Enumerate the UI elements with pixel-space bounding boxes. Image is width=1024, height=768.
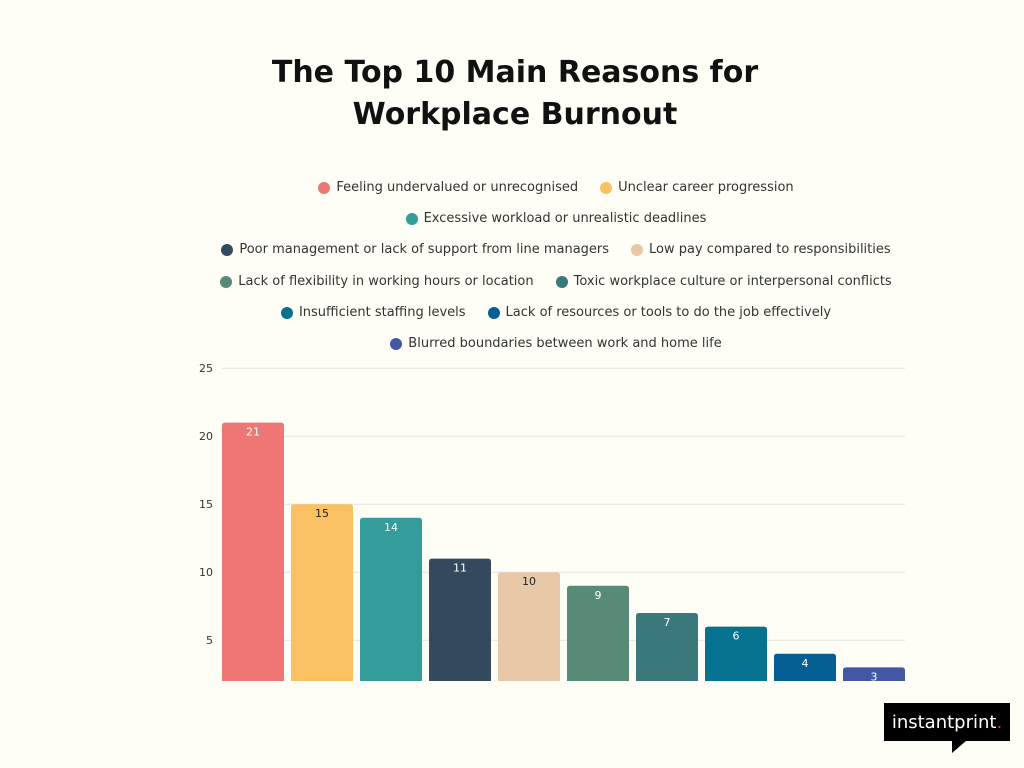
brand-logo: instantprint.	[884, 703, 1010, 753]
data-label: 15	[315, 507, 329, 520]
data-label: 21	[246, 426, 260, 439]
legend-label: Toxic workplace culture or interpersonal…	[573, 274, 892, 289]
y-tick-label: 5	[206, 634, 213, 647]
y-tick-label: 15	[199, 498, 213, 511]
legend-row: Feeling undervalued or unrecognised Uncle…	[0, 180, 1024, 195]
legend-row: Excessive workload or unrealistic deadli…	[0, 211, 1024, 226]
data-label: 14	[384, 521, 398, 534]
legend-swatch	[631, 243, 644, 256]
y-tick-label: 25	[199, 362, 213, 375]
data-label: 10	[522, 575, 536, 588]
chart-title: The Top 10 Main Reasons for Workplace Bur…	[0, 52, 1024, 136]
legend-label: Lack of resources or tools to do the job…	[505, 305, 832, 320]
legend-item: Feeling undervalued or unrecognised	[318, 180, 578, 195]
legend-row: Insufficient staffing levels Lack of reso…	[0, 305, 1024, 320]
legend-swatch	[390, 337, 403, 350]
bar	[843, 667, 905, 681]
bar	[774, 653, 836, 681]
title-line-2: Workplace Burnout	[352, 97, 678, 132]
legend-swatch	[487, 306, 500, 319]
legend-row: Lack of flexibility in working hours or …	[0, 274, 1024, 289]
legend-swatch	[221, 243, 234, 256]
bar	[705, 626, 767, 681]
data-label: 4	[802, 657, 809, 670]
legend-swatch	[220, 275, 233, 288]
bar	[222, 422, 284, 681]
legend-row: Poor management or lack of support from …	[0, 242, 1024, 257]
legend-item: Unclear career progression	[600, 180, 794, 195]
y-tick-label: 20	[199, 430, 213, 443]
bar	[498, 572, 560, 681]
data-label: 7	[664, 616, 671, 629]
data-label: 3	[871, 670, 878, 683]
legend-swatch	[600, 181, 613, 194]
legend-label: Blurred boundaries between work and home…	[408, 336, 722, 351]
legend-label: Excessive workload or unrealistic deadli…	[423, 211, 707, 226]
legend-item: Blurred boundaries between work and home…	[390, 336, 722, 351]
legend-swatch	[405, 212, 418, 225]
data-label: 9	[595, 589, 602, 602]
bar	[636, 613, 698, 681]
data-label: 6	[733, 630, 740, 643]
bar	[429, 558, 491, 681]
data-label: 11	[453, 562, 467, 575]
legend-swatch	[318, 181, 331, 194]
y-tick-label: 10	[199, 566, 213, 579]
legend-swatch	[280, 306, 293, 319]
bar	[291, 504, 353, 681]
legend-label: Feeling undervalued or unrecognised	[336, 180, 579, 195]
title-line-1: The Top 10 Main Reasons for	[271, 55, 759, 90]
legend-label: Poor management or lack of support from …	[239, 242, 610, 257]
bar	[360, 517, 422, 681]
legend-label: Unclear career progression	[618, 180, 794, 195]
legend-swatch	[555, 275, 568, 288]
legend-item: Insufficient staffing levels	[280, 305, 466, 320]
legend-label: Low pay compared to responsibilities	[649, 242, 891, 257]
legend-label: Lack of flexibility in working hours or …	[238, 274, 534, 289]
legend-item: Toxic workplace culture or interpersonal…	[555, 274, 892, 289]
legend-item: Excessive workload or unrealistic deadli…	[405, 211, 707, 226]
legend-item: Lack of flexibility in working hours or …	[220, 274, 534, 289]
legend-label: Insufficient staffing levels	[298, 305, 466, 320]
legend-item: Low pay compared to responsibilities	[631, 242, 891, 257]
legend-item: Poor management or lack of support from …	[221, 242, 609, 257]
legend-item: Lack of resources or tools to do the job…	[487, 305, 832, 320]
legend-row: Blurred boundaries between work and home…	[0, 336, 1024, 351]
bar	[567, 585, 629, 681]
